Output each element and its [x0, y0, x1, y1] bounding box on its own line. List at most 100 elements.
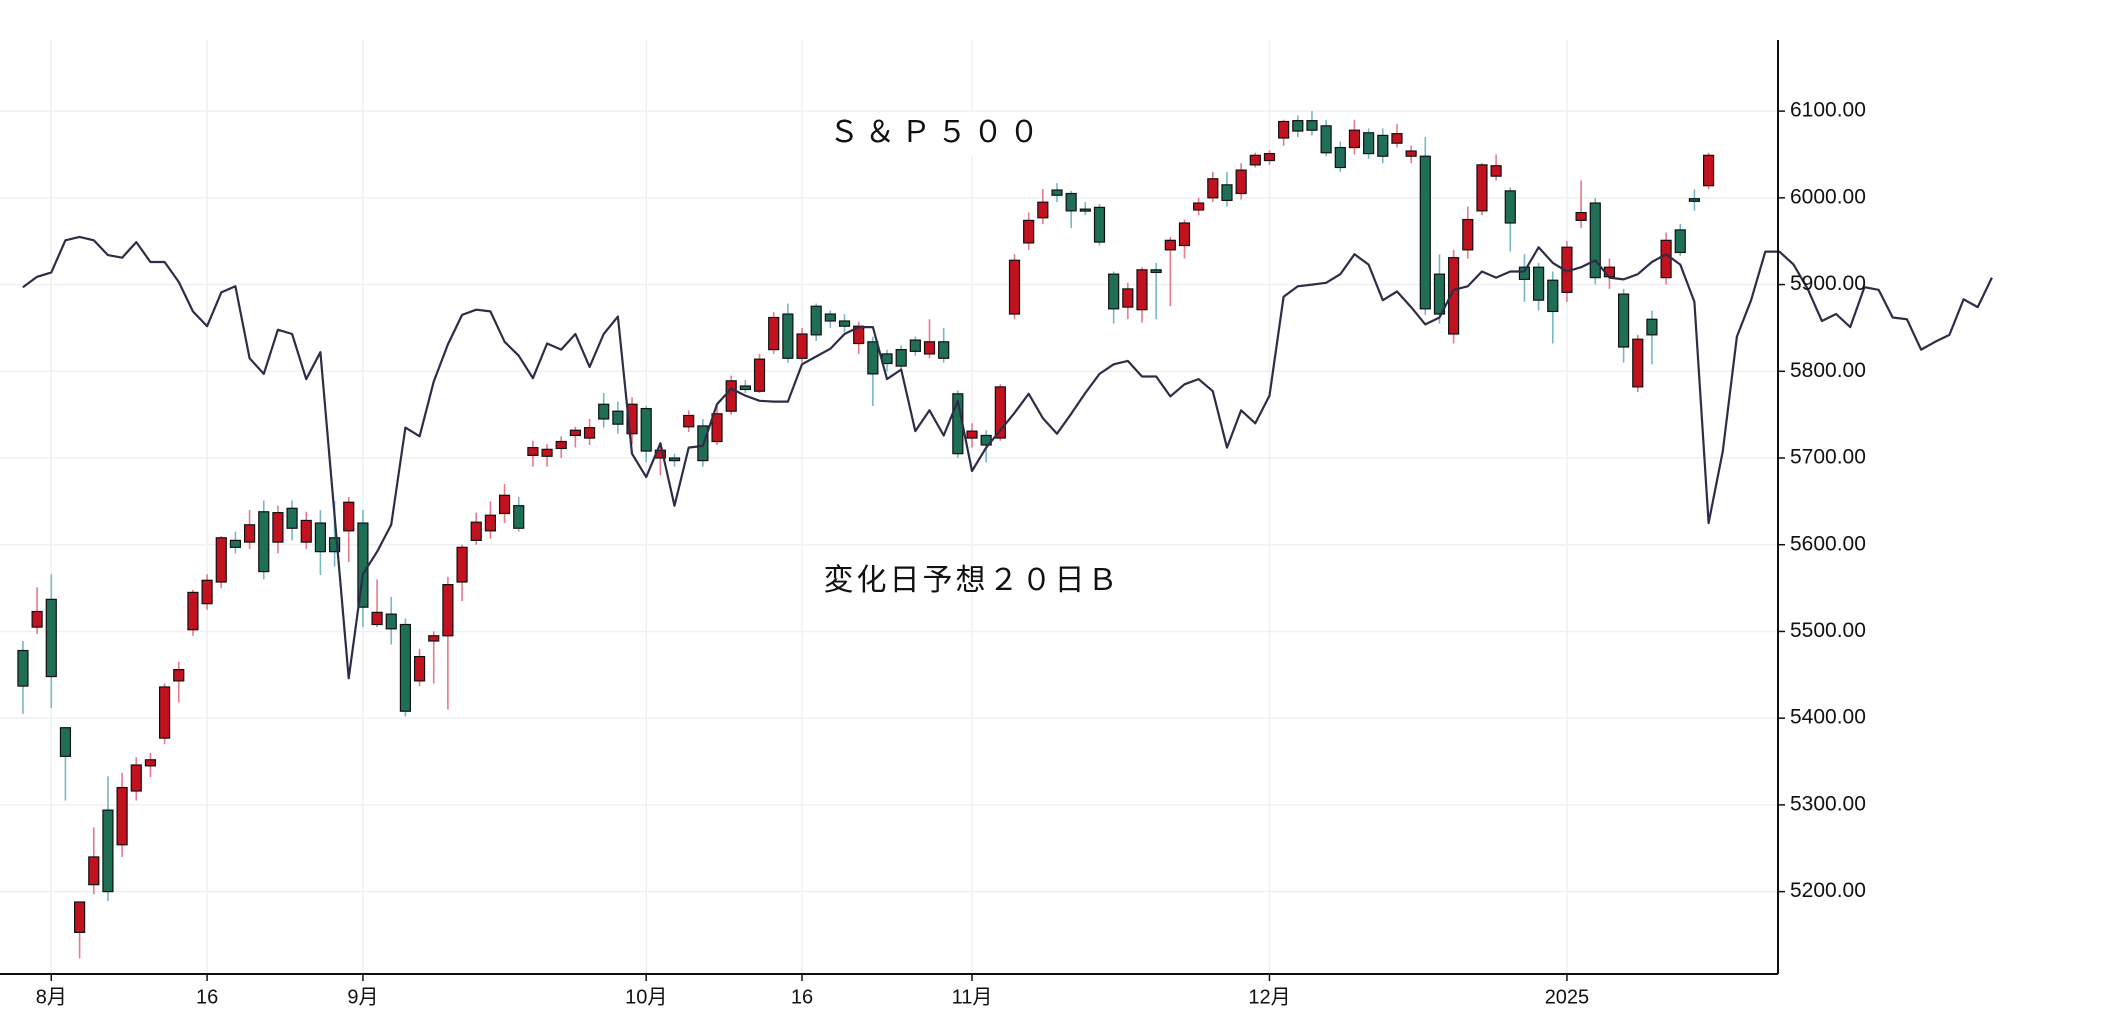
candle-body — [640, 407, 652, 452]
candle-body — [1037, 201, 1049, 219]
candle-body — [527, 446, 539, 457]
candle-body — [173, 669, 185, 682]
candle-body — [1589, 202, 1601, 279]
x-tick-label: 9月 — [347, 986, 378, 1008]
candle-body — [923, 341, 936, 355]
candle-body — [1178, 222, 1191, 247]
candle-body — [1363, 132, 1375, 155]
candle-body — [59, 727, 72, 757]
candle-body — [1547, 279, 1559, 313]
y-tick-label: 6000.00 — [1790, 185, 1866, 208]
candle-body — [399, 623, 412, 712]
candle-body — [768, 316, 780, 351]
candle-body — [328, 537, 341, 553]
candle-body — [1263, 153, 1276, 162]
candle-body — [158, 686, 171, 739]
candle-body — [1136, 269, 1148, 311]
candle-body — [102, 809, 114, 893]
candle-body — [824, 313, 836, 322]
marks — [17, 111, 1993, 959]
candle-body — [413, 655, 426, 682]
candle-body — [1419, 155, 1431, 310]
candle-body — [1433, 273, 1446, 315]
x-tick-label: 10月 — [625, 986, 667, 1008]
candle-body — [668, 457, 681, 462]
candle-body — [683, 414, 695, 428]
candle-body — [541, 448, 553, 457]
candle-body — [258, 511, 270, 573]
candle-body — [31, 610, 43, 628]
candle-body — [1688, 198, 1701, 202]
candle-body — [1320, 125, 1332, 154]
x-tick-label: 11月 — [952, 986, 993, 1008]
candle-body — [1093, 206, 1106, 243]
candle-body — [484, 514, 496, 532]
candle-body — [1065, 192, 1077, 212]
candle-body — [74, 901, 86, 933]
candle-body — [1306, 120, 1318, 131]
candle-body — [229, 539, 242, 548]
candle-body — [1278, 120, 1290, 139]
y-tick-label: 5900.00 — [1790, 272, 1866, 295]
candle-body — [1405, 150, 1417, 157]
candle-body — [881, 353, 893, 365]
candle-body — [1079, 208, 1091, 212]
candle-body — [994, 386, 1006, 439]
candle-body — [711, 413, 723, 443]
y-tick-label: 5200.00 — [1790, 879, 1866, 902]
candle-body — [144, 759, 157, 767]
title-background — [820, 112, 1054, 156]
candle-body — [1504, 190, 1516, 224]
candle-body — [583, 427, 596, 439]
y-tick-label: 5300.00 — [1790, 792, 1866, 815]
candle-body — [45, 598, 57, 678]
candle-body — [966, 430, 978, 439]
y-tick-label: 6100.00 — [1790, 99, 1866, 122]
candle-body — [1108, 273, 1120, 310]
x-tick-label: 8月 — [36, 986, 67, 1008]
candle-body — [1702, 154, 1715, 187]
forecast-line — [22, 235, 1993, 680]
y-tick-label: 5700.00 — [1790, 446, 1866, 469]
candle-body — [1618, 293, 1630, 348]
candle-body — [314, 522, 327, 553]
candle-body — [1023, 219, 1035, 244]
candle-body — [498, 494, 511, 515]
candle-body — [1533, 266, 1545, 301]
candle-body — [1575, 211, 1587, 221]
candle-body — [1150, 269, 1162, 274]
candle-body — [1476, 164, 1488, 212]
candle-body — [1646, 318, 1658, 336]
candle-body — [838, 320, 851, 327]
candle-body — [1518, 266, 1531, 280]
candle-body — [598, 403, 610, 420]
y-tick-label: 5500.00 — [1790, 619, 1866, 642]
candle-body — [782, 313, 794, 359]
candle-body — [1660, 239, 1672, 279]
candle-body — [1122, 288, 1134, 308]
chart-title: Ｓ＆Ｐ５００ — [829, 115, 1045, 150]
candle-body — [1207, 178, 1219, 199]
candle-body — [300, 519, 312, 543]
candle-body — [1292, 120, 1304, 132]
candle-body — [1348, 129, 1361, 149]
y-tick-label: 5600.00 — [1790, 532, 1866, 555]
candle-body — [1334, 146, 1346, 169]
candle-body — [1391, 133, 1403, 144]
candle-body — [1235, 169, 1247, 195]
candle-body — [343, 501, 355, 532]
candle-body — [456, 546, 468, 583]
candle-body — [810, 305, 822, 336]
x-tick-label: 16 — [196, 986, 218, 1008]
candle-body — [569, 429, 581, 437]
candle-body — [796, 333, 808, 359]
candle-body — [1008, 259, 1021, 315]
candle-body — [286, 507, 298, 529]
candle-body — [1051, 189, 1063, 196]
candle-body — [513, 505, 525, 529]
axes: 5200.00 5300.00 5400.00 5500.00 5600.00 5700.… — [0, 40, 1866, 1008]
candle-body — [116, 786, 128, 846]
candle-body — [187, 591, 199, 631]
candle-body — [1193, 202, 1205, 211]
